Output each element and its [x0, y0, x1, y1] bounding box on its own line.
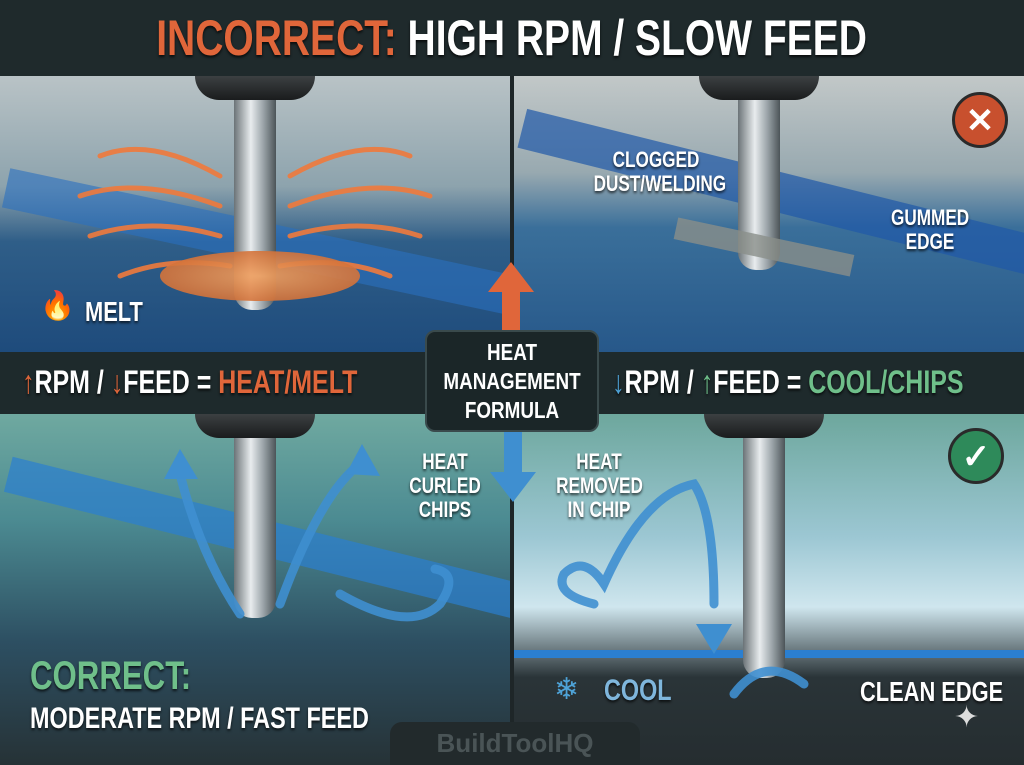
cool-label: COOL — [604, 674, 672, 707]
heat-removed-label: HEAT REMOVED IN CHIP — [556, 449, 643, 522]
curled-chips-icon — [164, 444, 454, 622]
formula-right: ↓RPM / ↑FEED = COOL/CHIPS — [612, 364, 964, 400]
watermark-logo: BuildToolHQ — [390, 722, 640, 765]
drill-bit — [743, 438, 785, 678]
panel-high-rpm-melt: 🔥 MELT — [0, 76, 510, 352]
panel-cool-chips: ✓ HEAT REMOVED IN CHIP ❄ COOL CLEAN EDGE… — [514, 414, 1024, 765]
arrow-down-icon — [490, 432, 536, 502]
title-incorrect: INCORRECT: — [156, 10, 398, 66]
formula-title-line: HEAT — [487, 339, 537, 365]
gummed-edge-label: GUMMED EDGE — [891, 205, 970, 254]
arrow-up-icon — [488, 262, 534, 334]
chip-spiral-icon — [557, 478, 809, 699]
flame-icon: 🔥 — [40, 290, 75, 321]
heat-management-formula-box: HEAT MANAGEMENT FORMULA — [425, 330, 599, 432]
melted-puddle — [160, 251, 360, 301]
correct-heading: CORRECT: — [30, 654, 192, 698]
panel-clogged-gummed: ✕ CLOGGED DUST/WELDING GUMMED EDGE — [514, 76, 1024, 352]
drill-chuck — [699, 76, 819, 100]
curled-chips-label: HEAT CURLED CHIPS — [409, 449, 481, 522]
page-title: INCORRECT: HIGH RPM / SLOW FEED — [0, 0, 1024, 76]
formula-left: ↑RPM / ↓FEED = HEAT/MELT — [22, 364, 358, 400]
clean-edge-label: CLEAN EDGE — [860, 676, 1004, 707]
clogged-label: CLOGGED DUST/WELDING — [593, 147, 727, 196]
check-circle-icon: ✓ — [948, 428, 1004, 484]
sparkle-icon: ✦ — [954, 701, 980, 734]
drill-chuck — [704, 414, 824, 438]
panel-correct: HEAT CURLED CHIPS CORRECT: MODERATE RPM … — [0, 414, 510, 765]
drill-chuck — [195, 76, 315, 100]
x-circle-icon: ✕ — [952, 92, 1008, 148]
snowflake-icon: ❄ — [554, 673, 580, 706]
drill-chuck — [195, 414, 315, 438]
drill-bit — [234, 438, 276, 618]
formula-title-line: MANAGEMENT — [443, 368, 581, 394]
formula-title-line: FORMULA — [464, 397, 560, 423]
correct-text: MODERATE RPM / FAST FEED — [30, 702, 369, 735]
melt-label: MELT — [85, 296, 143, 327]
title-text: HIGH RPM / SLOW FEED — [397, 10, 868, 66]
